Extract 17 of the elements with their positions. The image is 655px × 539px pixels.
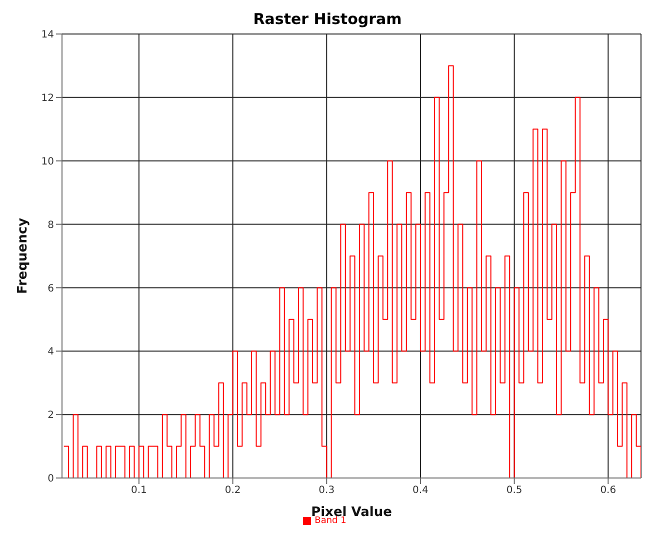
y-axis-title: Frequency (16, 217, 31, 294)
x-tick-label: 0.3 (318, 485, 335, 496)
x-tick-label: 0.1 (130, 485, 147, 496)
x-tick-label: 0.2 (224, 485, 241, 496)
y-tick-label: 4 (48, 346, 54, 358)
y-tick-label: 0 (48, 474, 54, 485)
x-tick-label: 0.6 (600, 485, 616, 496)
y-tick-label: 14 (41, 30, 54, 41)
legend-label: Band 1 (314, 516, 346, 526)
y-tick-label: 10 (41, 156, 54, 168)
y-tick-label: 8 (48, 220, 54, 231)
y-tick-label: 12 (41, 92, 54, 104)
x-tick-label: 0.4 (412, 485, 428, 496)
y-tick-label: 2 (48, 410, 54, 422)
chart-title: Raster Histogram (252, 9, 403, 30)
y-tick-label: 6 (48, 283, 54, 294)
x-tick-label: 0.5 (506, 485, 522, 496)
